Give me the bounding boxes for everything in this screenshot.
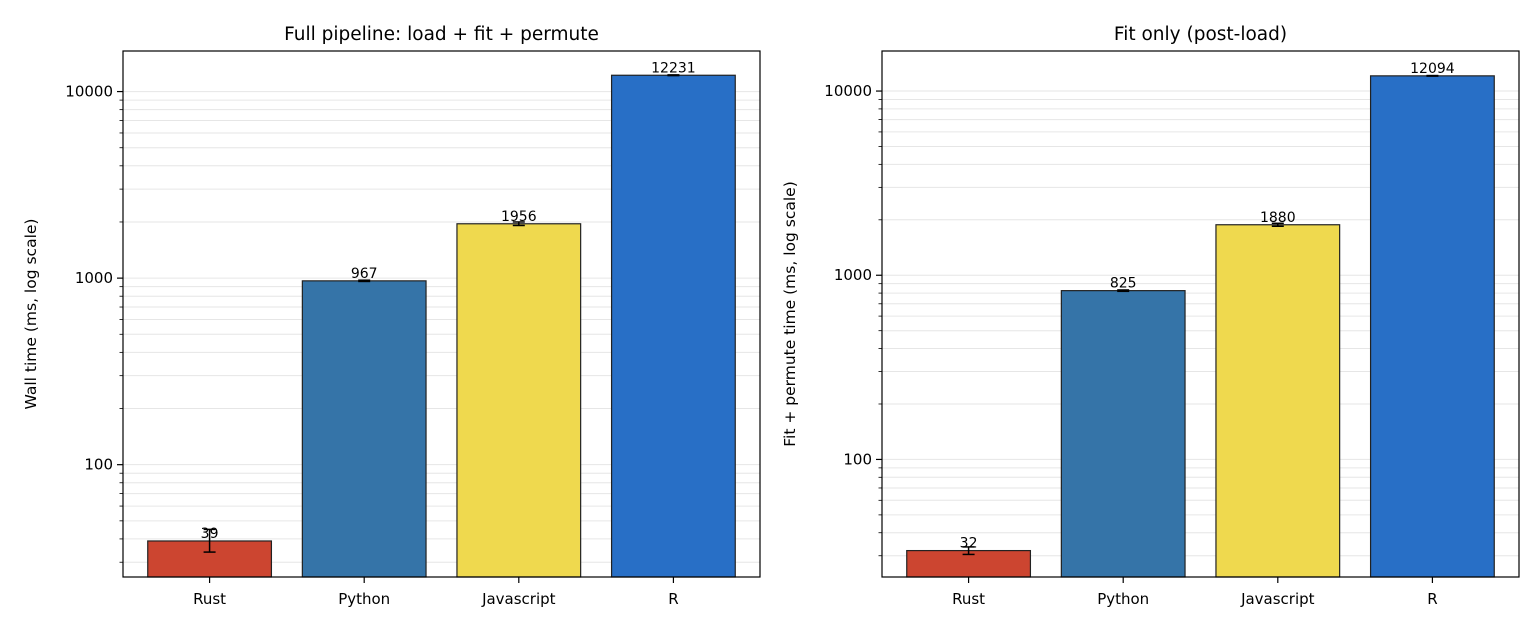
y-axis-label: Fit + permute time (ms, log scale)	[781, 181, 799, 447]
y-tick-label: 1000	[834, 266, 872, 284]
plot-frame	[881, 50, 1520, 578]
chart-title: Fit only (post-load)	[1114, 24, 1287, 45]
chart-panel-2: 32 825 1880 12094 100 1000 10000 Rust Python Java…	[781, 24, 1520, 608]
bar-javascript	[456, 223, 582, 578]
data-label: 1956	[501, 209, 537, 225]
bar-r	[610, 74, 736, 578]
x-tick-label: Python	[1097, 590, 1149, 608]
bar-python	[1060, 290, 1186, 578]
x-tick-label: R	[668, 590, 678, 608]
y-tick-label: 10000	[65, 83, 113, 101]
y-tick-label: 1000	[75, 269, 113, 287]
x-tick-label: R	[1427, 590, 1437, 608]
data-label: 12094	[1410, 61, 1455, 77]
y-tick-label: 10000	[824, 82, 872, 100]
chart-panel-1: 39 967 1956 12231 100 1000 10000 Rust Python Java…	[22, 24, 761, 608]
data-label: 967	[351, 266, 378, 282]
data-label: 32	[960, 536, 978, 552]
y-axis-label: Wall time (ms, log scale)	[22, 219, 40, 410]
x-tick-label: Javascript	[1240, 590, 1315, 608]
bar-r	[1369, 75, 1495, 578]
x-tick-label: Rust	[193, 590, 226, 608]
bar-python	[301, 280, 427, 578]
bar-javascript	[1215, 224, 1341, 578]
data-label: 12231	[651, 60, 696, 76]
chart-title: Full pipeline: load + fit + permute	[284, 24, 599, 45]
data-label: 39	[201, 526, 219, 542]
y-tick-label: 100	[84, 456, 113, 474]
data-label: 1880	[1260, 210, 1296, 226]
x-tick-label: Python	[338, 590, 390, 608]
data-label: 825	[1110, 276, 1137, 292]
x-tick-label: Javascript	[481, 590, 556, 608]
y-tick-label: 100	[843, 450, 872, 468]
x-tick-label: Rust	[952, 590, 985, 608]
plot-frame	[122, 50, 761, 578]
